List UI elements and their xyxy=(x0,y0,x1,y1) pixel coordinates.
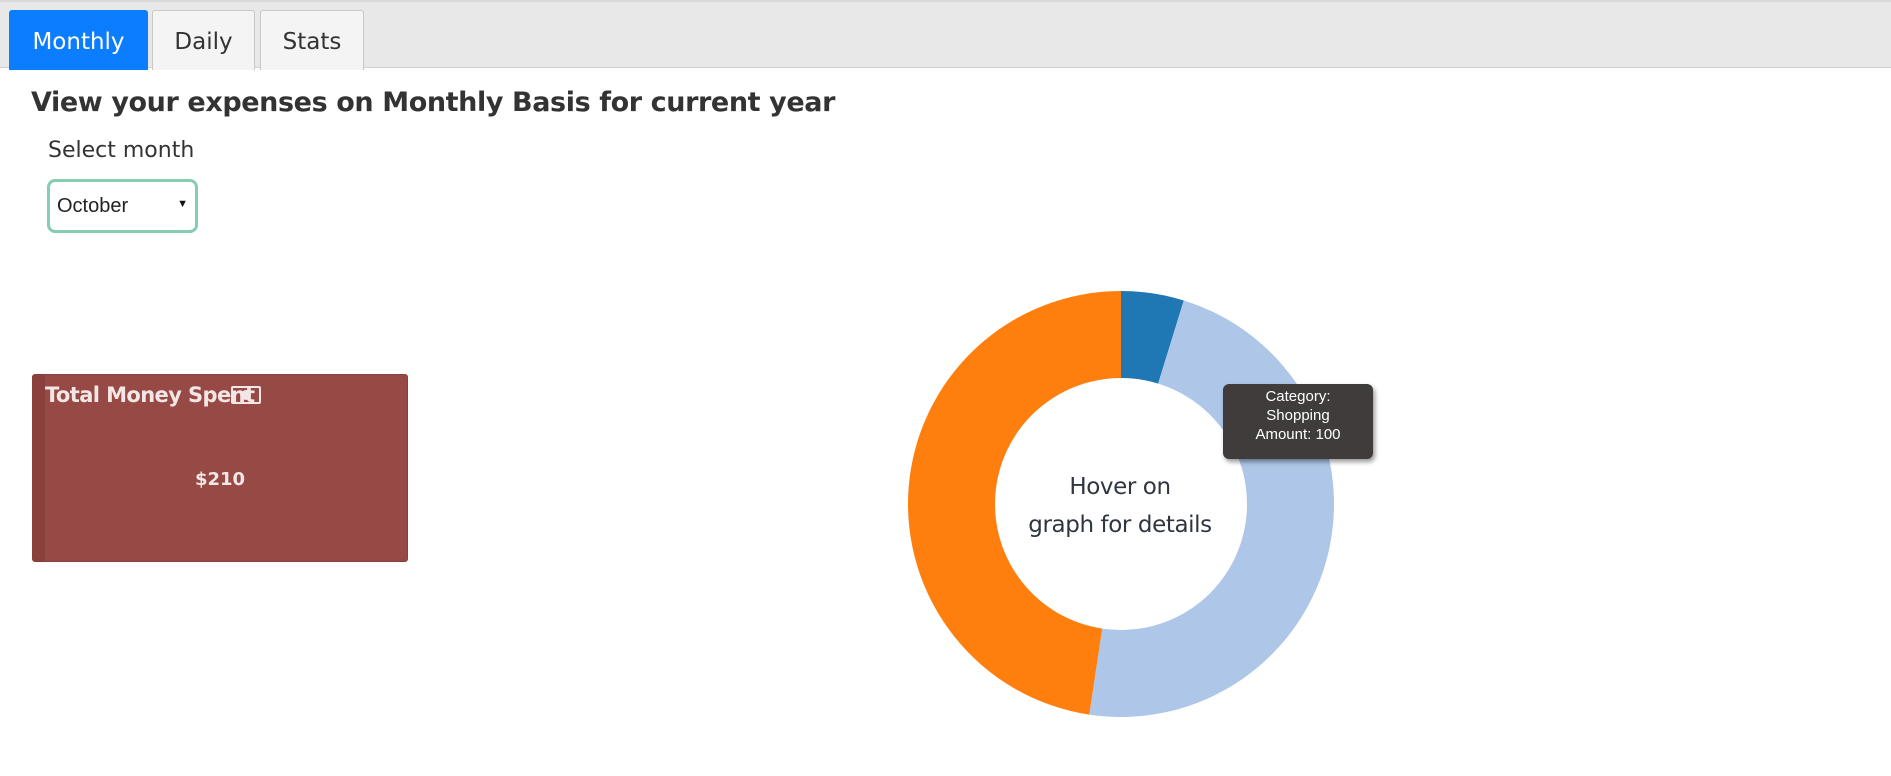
month-select[interactable]: October ▼ xyxy=(47,179,198,233)
total-money-amount: $210 xyxy=(194,469,246,490)
tab-monthly[interactable]: Monthly xyxy=(9,10,148,70)
donut-center-line-1: Hover on xyxy=(1069,474,1171,500)
tab-stats[interactable]: Stats xyxy=(260,10,364,70)
tooltip-line-amount: Amount: 100 xyxy=(1255,426,1341,443)
card-accent-stripe xyxy=(33,375,45,561)
month-select-value: October xyxy=(57,195,129,217)
tooltip-line-name: Shopping xyxy=(1266,407,1330,424)
chart-tooltip: Category: Shopping Amount: 100 xyxy=(1223,384,1373,459)
page-title: View your expenses on Monthly Basis for … xyxy=(31,87,836,118)
select-month-label: Select month xyxy=(48,138,195,163)
donut-center-text: Hover on graph for details xyxy=(1000,468,1240,544)
tab-bar: Monthly Daily Stats xyxy=(0,0,1891,70)
tooltip-line-category: Category: xyxy=(1265,388,1331,405)
total-money-title: Total Money Spent xyxy=(45,383,255,407)
tab-daily[interactable]: Daily xyxy=(152,10,255,70)
donut-slice-1[interactable] xyxy=(1121,291,1184,384)
money-bill-icon xyxy=(231,386,261,404)
donut-center-line-2: graph for details xyxy=(1028,512,1212,538)
total-money-card: Total Money Spent $210 xyxy=(32,374,408,562)
donut-slice-3[interactable] xyxy=(908,291,1121,715)
chevron-down-icon: ▼ xyxy=(177,198,188,210)
